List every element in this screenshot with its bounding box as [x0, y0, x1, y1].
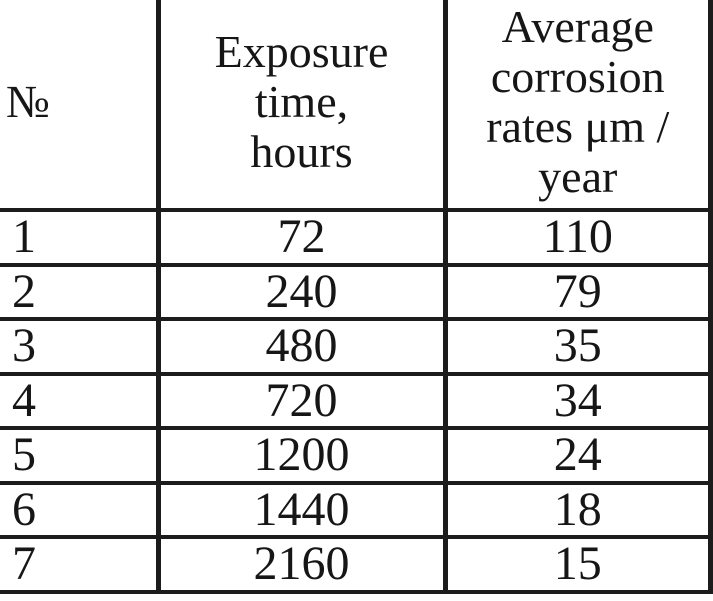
cell-no: 4 [0, 375, 156, 426]
header-corrosion-line: rates μm / [486, 101, 670, 152]
cell-exposure-hours: 1440 [160, 484, 443, 535]
header-exposure-line: time, [254, 76, 349, 127]
cell-corrosion-rate: 15 [447, 539, 708, 590]
cell-corrosion-rate: 18 [447, 484, 708, 535]
header-corrosion-line: Average [501, 1, 654, 52]
cell-exposure-hours: 240 [160, 266, 443, 317]
header-corrosion-line: corrosion [490, 51, 665, 102]
cell-corrosion-rate: 110 [447, 212, 708, 263]
header-exposure-line: hours [250, 126, 353, 177]
cell-exposure-hours: 1200 [160, 430, 443, 481]
cell-corrosion-rate: 24 [447, 430, 708, 481]
header-cell-number: № [0, 0, 156, 208]
header-exposure-line: Exposure [214, 26, 389, 77]
cell-corrosion-rate: 79 [447, 266, 708, 317]
cell-no: 1 [0, 212, 156, 263]
cell-no: 2 [0, 266, 156, 317]
header-cell-exposure-time: Exposure time, hours [160, 0, 443, 208]
cell-exposure-hours: 72 [160, 212, 443, 263]
cell-corrosion-rate: 34 [447, 375, 708, 426]
cell-no: 6 [0, 484, 156, 535]
cell-no: 5 [0, 430, 156, 481]
cell-no: 3 [0, 321, 156, 372]
cell-no: 7 [0, 539, 156, 590]
header-number-label: № [6, 76, 50, 127]
header-cell-corrosion-rate: Average corrosion rates μm / year [447, 0, 708, 208]
cell-corrosion-rate: 35 [447, 321, 708, 372]
cell-exposure-hours: 2160 [160, 539, 443, 590]
cell-exposure-hours: 480 [160, 321, 443, 372]
cell-exposure-hours: 720 [160, 375, 443, 426]
header-corrosion-line: year [538, 151, 618, 202]
